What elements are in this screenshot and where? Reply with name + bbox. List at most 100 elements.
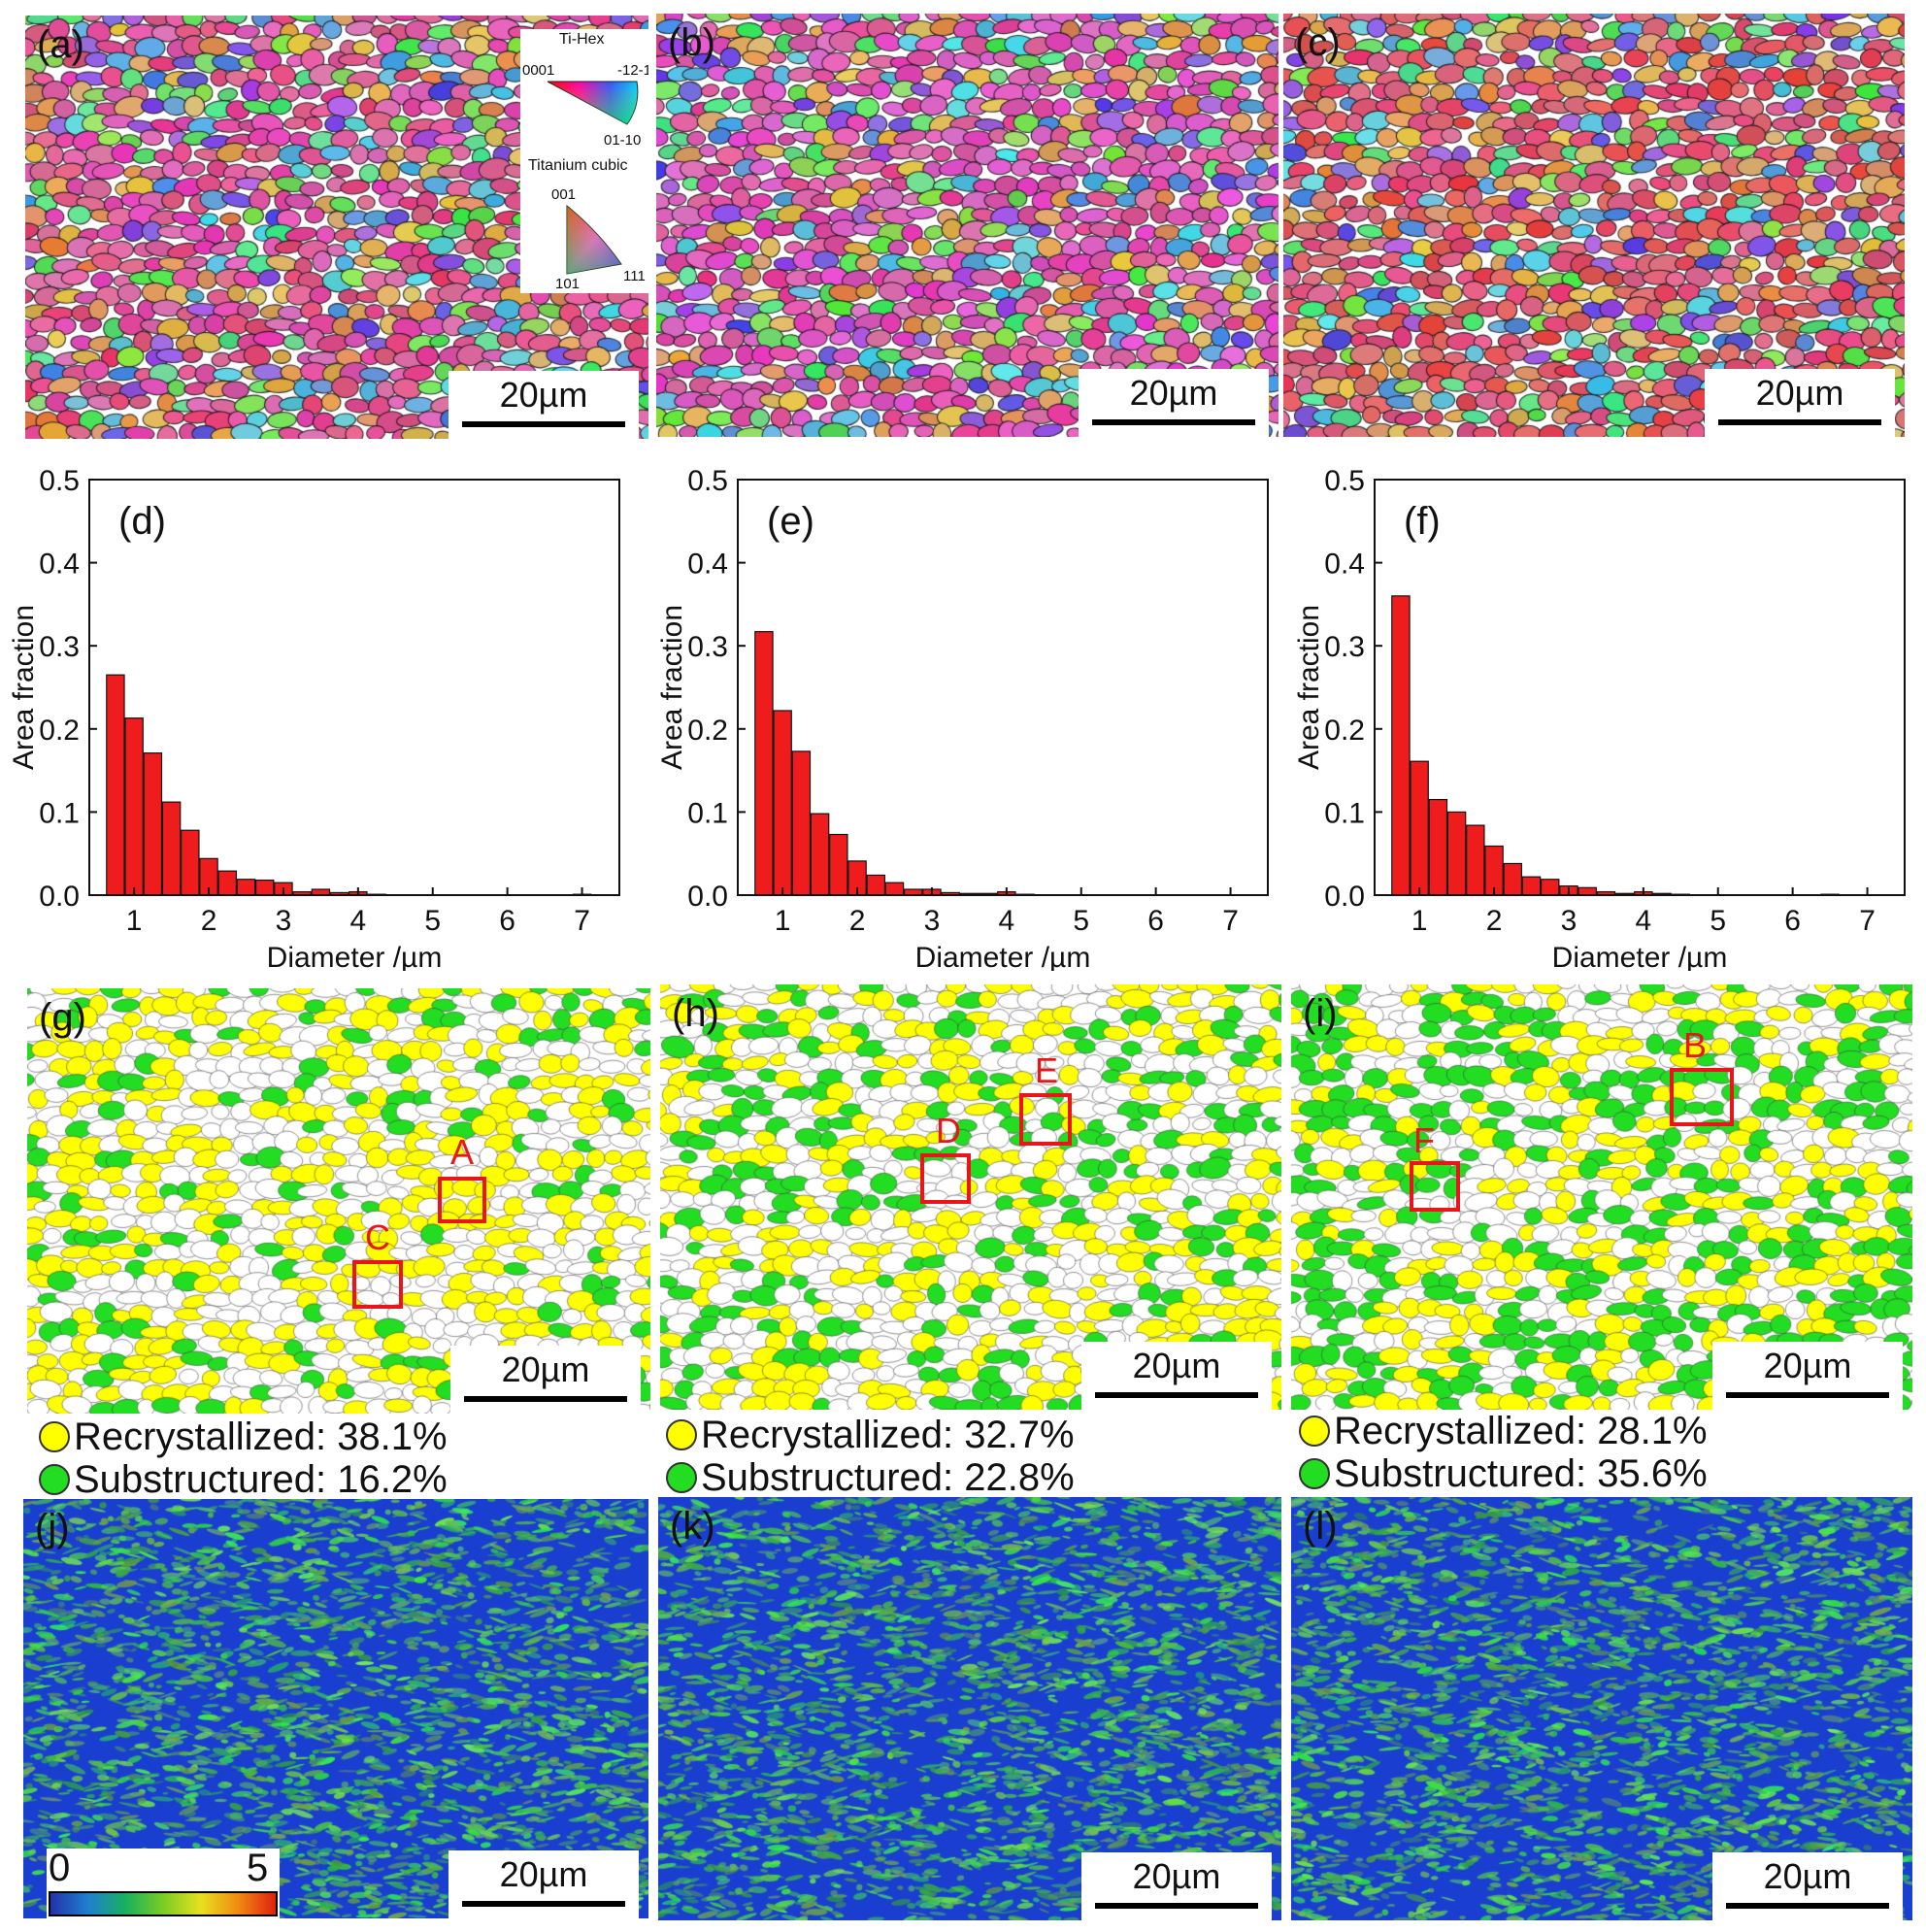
histogram-bar bbox=[810, 813, 830, 896]
panel-label-h: (h) bbox=[672, 992, 719, 1035]
y-tick-label: 0.4 bbox=[1324, 549, 1365, 581]
x-axis-label: Diameter /µm bbox=[267, 942, 443, 971]
scalebar-j-line bbox=[462, 1901, 625, 1907]
panel-label-i: (i) bbox=[1303, 992, 1338, 1035]
cubic-label-101: 101 bbox=[555, 276, 581, 292]
kam-colorbar: 0 5 bbox=[47, 1847, 280, 1918]
y-tick-label: 0.1 bbox=[687, 797, 728, 829]
x-tick-label: 7 bbox=[574, 905, 590, 937]
y-axis-label: Area fraction bbox=[1293, 605, 1325, 770]
colorbar-gradient bbox=[49, 1891, 278, 1916]
recrystallized-dot-icon bbox=[666, 1419, 697, 1450]
scalebar-b-text: 20µm bbox=[1129, 373, 1218, 413]
colorbar-min: 0 bbox=[49, 1847, 71, 1889]
legend-substructured-g: Substructured: 16.2% bbox=[39, 1458, 448, 1502]
histogram-bar bbox=[1466, 824, 1485, 896]
legend-substructured-i: Substructured: 35.6% bbox=[1299, 1452, 1708, 1496]
panel-label-k: (k) bbox=[670, 1505, 715, 1548]
kam-map-k-image bbox=[658, 1497, 1281, 1920]
substructured-value-i: Substructured: 35.6% bbox=[1334, 1452, 1708, 1495]
histogram-bar bbox=[773, 710, 792, 896]
histogram-d: 0.0 0.1 0.2 0.3 0.4 0.5 1 2 3 4 5 6 7 Diameter /µm Are… bbox=[6, 456, 637, 971]
scalebar-h: 20µm bbox=[1081, 1342, 1272, 1410]
panel-label-j: (j) bbox=[35, 1507, 70, 1549]
scalebar-a-text: 20µm bbox=[499, 375, 588, 415]
x-axis-label: Diameter /µm bbox=[915, 942, 1091, 971]
scalebar-g-line bbox=[464, 1396, 627, 1402]
y-tick-label: 0.3 bbox=[1324, 631, 1365, 663]
scalebar-c: 20µm bbox=[1705, 369, 1895, 437]
grain-map-g-image bbox=[27, 988, 650, 1414]
scalebar-j-text: 20µm bbox=[499, 1854, 588, 1894]
scalebar-h-line bbox=[1095, 1392, 1258, 1398]
histogram-d-svg: 0.0 0.1 0.2 0.3 0.4 0.5 1 2 3 4 5 6 7 Diameter /µm Are… bbox=[8, 465, 620, 971]
histogram-bar bbox=[106, 674, 125, 896]
y-tick-label: 0.4 bbox=[687, 549, 728, 581]
y-tick-label: 0.3 bbox=[39, 631, 80, 663]
y-tick-label: 0.2 bbox=[687, 715, 728, 747]
grain-map-h-image bbox=[660, 984, 1281, 1410]
hex-triangle-icon bbox=[547, 81, 639, 125]
box-label-f: F bbox=[1413, 1120, 1435, 1160]
x-tick-label: 1 bbox=[775, 905, 791, 937]
region-box-b bbox=[1670, 1068, 1734, 1126]
histogram-bar bbox=[829, 833, 848, 896]
histogram-bar bbox=[1428, 798, 1448, 896]
y-tick-label: 0.4 bbox=[39, 549, 80, 581]
substructured-dot-icon bbox=[39, 1464, 70, 1495]
scalebar-l-text: 20µm bbox=[1763, 1856, 1852, 1896]
legend-recrystallized-h: Recrystallized: 32.7% bbox=[666, 1414, 1075, 1457]
x-tick-label: 3 bbox=[1561, 905, 1577, 937]
x-tick-label: 1 bbox=[1411, 905, 1428, 937]
histogram-bar bbox=[181, 829, 200, 896]
substructured-value-g: Substructured: 16.2% bbox=[74, 1458, 448, 1501]
legend-substructured-h: Substructured: 22.8% bbox=[666, 1456, 1075, 1500]
scalebar-k: 20µm bbox=[1081, 1852, 1272, 1920]
x-tick-label: 5 bbox=[424, 905, 441, 937]
y-tick-label: 0.1 bbox=[1324, 797, 1365, 829]
kam-map-l: (l) 20µm bbox=[1291, 1497, 1912, 1920]
x-tick-label: 6 bbox=[1147, 905, 1164, 937]
scalebar-i-text: 20µm bbox=[1763, 1346, 1852, 1385]
histogram-bar bbox=[1521, 876, 1542, 896]
histogram-bar bbox=[884, 882, 905, 896]
hex-label-0001: 0001 bbox=[522, 62, 555, 79]
histogram-bar bbox=[791, 750, 812, 896]
y-tick-label: 0.0 bbox=[39, 881, 80, 913]
histogram-bar bbox=[866, 874, 885, 896]
histogram-bar bbox=[1391, 595, 1411, 896]
hex-label-01-10: 01-10 bbox=[604, 132, 642, 149]
legend-recrystallized-i: Recrystallized: 28.1% bbox=[1299, 1410, 1708, 1453]
y-tick-label: 0.1 bbox=[39, 797, 80, 829]
y-tick-label: 0.0 bbox=[1324, 881, 1365, 913]
ipf-map-a: (a) Ti-Hex 0001 -12-10 01-10 Titanium cu… bbox=[25, 16, 648, 439]
histogram-bar bbox=[1540, 879, 1560, 896]
cubic-title: Titanium cubic bbox=[528, 157, 628, 174]
recrystallized-dot-icon bbox=[1299, 1416, 1330, 1447]
panel-label-g: (g) bbox=[39, 996, 86, 1039]
region-box-e bbox=[1019, 1093, 1072, 1146]
panel-label-l: (l) bbox=[1303, 1505, 1338, 1548]
x-tick-label: 7 bbox=[1859, 905, 1876, 937]
x-tick-label: 4 bbox=[999, 905, 1015, 937]
x-tick-label: 4 bbox=[1636, 905, 1652, 937]
histogram-e-svg: 0.0 0.1 0.2 0.3 0.4 0.5 1 2 3 4 5 6 7 Diameter /µm Are… bbox=[656, 465, 1269, 971]
y-axis-label: Area fraction bbox=[656, 605, 688, 770]
histogram-f: 0.0 0.1 0.2 0.3 0.4 0.5 1 2 3 4 5 6 7 Diameter /µm Are… bbox=[1291, 456, 1922, 971]
ipf-map-c: (c) 20µm bbox=[1283, 14, 1905, 437]
histogram-bar bbox=[1446, 811, 1467, 896]
region-box-c bbox=[352, 1260, 403, 1309]
x-tick-label: 5 bbox=[1073, 905, 1089, 937]
y-tick-label: 0.3 bbox=[687, 631, 728, 663]
grain-map-i: (i) B F 20µm bbox=[1291, 984, 1912, 1410]
panel-label: (d) bbox=[118, 500, 166, 543]
ipf-map-b: (b) 20µm bbox=[656, 14, 1278, 437]
scalebar-h-text: 20µm bbox=[1132, 1346, 1221, 1385]
plot-frame bbox=[1374, 479, 1906, 896]
x-tick-label: 6 bbox=[1784, 905, 1801, 937]
double-arrow-icon bbox=[82, 1862, 243, 1880]
recrystallized-value-h: Recrystallized: 32.7% bbox=[701, 1414, 1075, 1456]
scalebar-k-line bbox=[1095, 1903, 1258, 1909]
y-tick-label: 0.5 bbox=[39, 465, 80, 497]
region-box-d bbox=[920, 1153, 971, 1204]
